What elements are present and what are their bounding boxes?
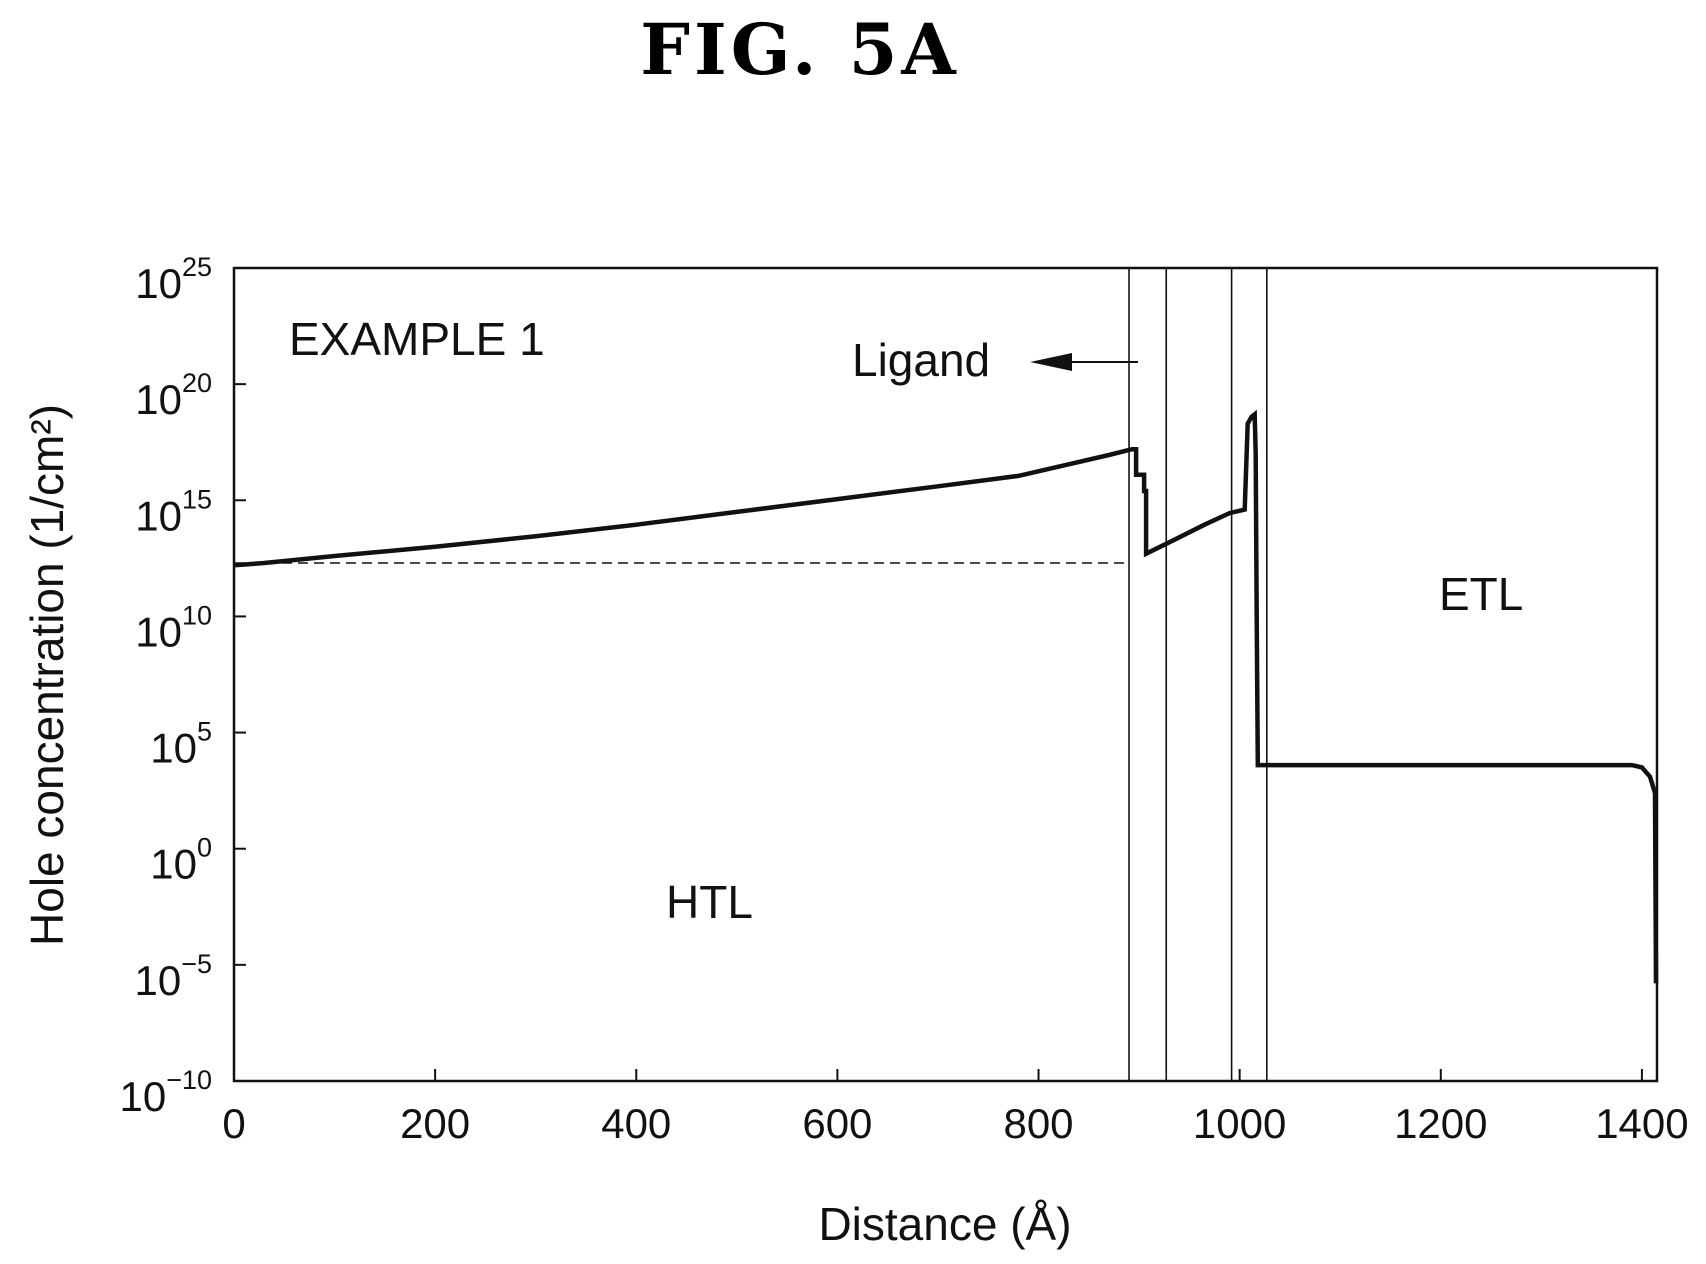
figure-title: FIG. 5A (640, 8, 960, 91)
x-tick-label: 200 (400, 1100, 470, 1147)
hole-concentration-curve (233, 409, 1659, 984)
y-tick-label: 1010 (135, 600, 212, 655)
x-axis-ticks: 0 200 400 600 800 1000 1200 1400 (222, 1069, 1689, 1147)
annotation-ligand: Ligand (852, 334, 990, 386)
plot-frame (232, 266, 1659, 1083)
y-axis-ticks: 1025 1020 1015 1010 105 100 10−5 10−10 (119, 252, 246, 1120)
x-tick-label: 400 (601, 1100, 671, 1147)
x-tick-label: 1200 (1394, 1100, 1487, 1147)
y-tick-label: 10−5 (134, 949, 212, 1004)
y-tick-label: 1025 (135, 252, 212, 307)
y-tick-label: 1015 (135, 484, 212, 539)
x-axis-label: Distance (Å) (818, 1198, 1071, 1250)
y-tick-label: 105 (150, 717, 212, 772)
x-tick-label: 800 (1003, 1100, 1073, 1147)
ligand-arrow-head (1030, 353, 1072, 371)
x-tick-label: 600 (802, 1100, 872, 1147)
x-tick-label: 1400 (1595, 1100, 1688, 1147)
annotation-etl: ETL (1439, 568, 1523, 620)
y-tick-label: 100 (150, 833, 212, 888)
y-tick-label: 10−10 (119, 1065, 212, 1120)
y-axis-label: Hole concentration (1/cm²) (21, 404, 73, 946)
annotation-example: EXAMPLE 1 (289, 313, 545, 365)
x-tick-label: 0 (222, 1100, 245, 1147)
x-tick-label: 1000 (1193, 1100, 1286, 1147)
y-tick-label: 1020 (135, 368, 212, 423)
layer-boundaries (1128, 268, 1268, 1081)
annotation-htl: HTL (666, 876, 753, 928)
